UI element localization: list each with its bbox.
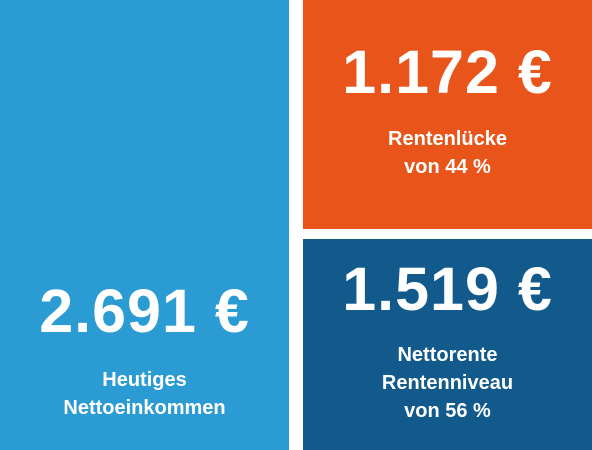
net-income-caption: Heutiges Nettoeinkommen bbox=[63, 366, 225, 422]
net-pension-caption-line: Nettorente bbox=[397, 344, 498, 366]
pension-gap-caption: Rentenlücke von 44 % bbox=[388, 125, 507, 181]
net-pension-tile: 1.519 € Nettorente Rentenniveau von 56 % bbox=[303, 239, 592, 450]
pension-gap-amount: 1.172 € bbox=[342, 38, 553, 106]
net-income-caption-line: Heutiges bbox=[102, 369, 187, 391]
net-pension-caption: Nettorente Rentenniveau von 56 % bbox=[382, 341, 513, 425]
net-pension-caption-line: Rentenniveau bbox=[381, 372, 514, 394]
pension-gap-caption-line: Rentenlücke bbox=[388, 128, 507, 150]
net-pension-caption-line: von 56 % bbox=[404, 400, 491, 422]
net-income-amount: 2.691 € bbox=[39, 277, 250, 345]
net-income-tile: 2.691 € Heutiges Nettoeinkommen bbox=[0, 0, 289, 450]
net-pension-amount: 1.519 € bbox=[342, 255, 553, 323]
pension-gap-tile: 1.172 € Rentenlücke von 44 % bbox=[303, 0, 592, 229]
net-income-caption-line: Nettoeinkommen bbox=[63, 397, 226, 419]
pension-gap-caption-line: von 44 % bbox=[404, 156, 491, 178]
